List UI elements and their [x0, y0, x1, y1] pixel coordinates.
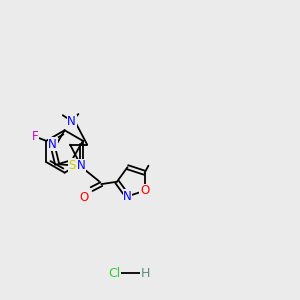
Text: N: N — [48, 138, 57, 151]
Text: O: O — [79, 191, 88, 204]
Text: S: S — [68, 158, 76, 172]
Text: Cl: Cl — [109, 267, 121, 280]
Text: H: H — [141, 267, 150, 280]
Text: N: N — [77, 159, 86, 172]
Text: N: N — [123, 190, 132, 203]
Text: O: O — [140, 184, 149, 197]
Text: F: F — [32, 130, 38, 143]
Text: N: N — [67, 116, 76, 128]
